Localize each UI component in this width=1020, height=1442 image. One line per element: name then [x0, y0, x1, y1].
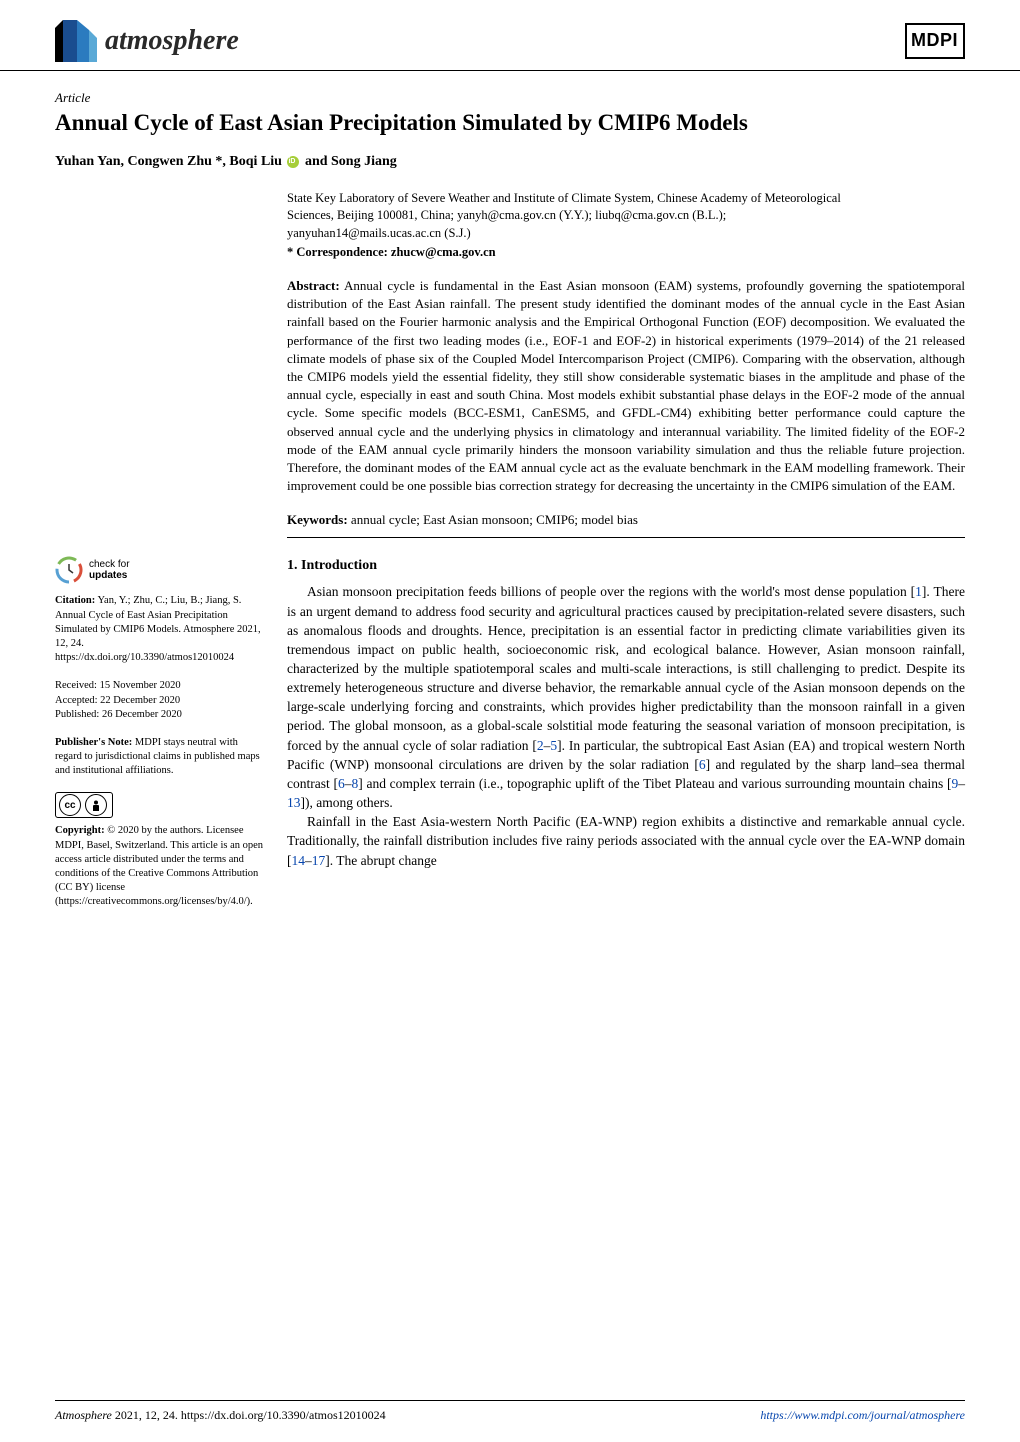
authors-after-orcid: and Song Jiang: [305, 154, 397, 169]
orcid-icon[interactable]: [287, 156, 299, 168]
footer-left-rest: 2021, 12, 24. https://dx.doi.org/10.3390…: [112, 1408, 386, 1422]
check-updates[interactable]: check for updates: [55, 556, 265, 584]
section-heading: 1. Introduction: [287, 556, 965, 576]
copyright-text: © 2020 by the authors. Licensee MDPI, Ba…: [55, 825, 263, 907]
citation-block: Citation: Yan, Y.; Zhu, C.; Liu, B.; Jia…: [55, 594, 265, 665]
article-title: Annual Cycle of East Asian Precipitation…: [55, 109, 965, 138]
affiliation-block: State Key Laboratory of Severe Weather a…: [287, 190, 965, 262]
page-header: atmosphere MDPI: [0, 0, 1020, 71]
intro-para-1: Asian monsoon precipitation feeds billio…: [287, 582, 965, 812]
dates-block: Received: 15 November 2020 Accepted: 22 …: [55, 679, 265, 722]
footer-left: Atmosphere 2021, 12, 24. https://dx.doi.…: [55, 1407, 386, 1424]
mdpi-logo: MDPI: [911, 23, 965, 58]
main-content: Article Annual Cycle of East Asian Preci…: [0, 89, 1020, 923]
cc-badge[interactable]: cc: [55, 792, 265, 818]
check-updates-text: check for updates: [89, 559, 130, 581]
copyright-label: Copyright:: [55, 825, 105, 836]
publishers-note-label: Publisher's Note:: [55, 737, 132, 748]
citation-link[interactable]: 2: [537, 738, 544, 753]
keywords-text: annual cycle; East Asian monsoon; CMIP6;…: [351, 512, 638, 527]
cc-icon: cc: [59, 794, 81, 816]
authors-before-orcid: Yuhan Yan, Congwen Zhu *, Boqi Liu: [55, 154, 282, 169]
keywords-label: Keywords:: [287, 512, 348, 527]
article-type: Article: [55, 89, 965, 107]
license-block: cc Copyright: © 2020 by the authors. Lic…: [55, 792, 265, 909]
check-updates-icon: [55, 556, 83, 584]
abstract-text: Annual cycle is fundamental in the East …: [287, 278, 965, 493]
abstract-block: Abstract: Annual cycle is fundamental in…: [287, 277, 965, 495]
journal-logo: atmosphere: [55, 20, 239, 62]
by-icon: [85, 794, 107, 816]
journal-name: atmosphere: [105, 21, 239, 60]
citation-link[interactable]: 6: [338, 776, 345, 791]
citation-link[interactable]: 13: [287, 795, 301, 810]
footer-journal: Atmosphere: [55, 1408, 112, 1422]
intro-para-2: Rainfall in the East Asia-western North …: [287, 812, 965, 869]
publishers-note-block: Publisher's Note: MDPI stays neutral wit…: [55, 736, 265, 779]
citation-link[interactable]: 14: [292, 853, 306, 868]
sidebar: check for updates Citation: Yan, Y.; Zhu…: [55, 556, 265, 923]
affiliation-line: yanyuhan14@mails.ucas.ac.cn (S.J.): [287, 225, 965, 242]
affiliation-line: Sciences, Beijing 100081, China; yanyh@c…: [287, 207, 965, 224]
footer-right[interactable]: https://www.mdpi.com/journal/atmosphere: [760, 1407, 965, 1424]
body-column: 1. Introduction Asian monsoon precipitat…: [287, 556, 965, 923]
abstract-label: Abstract:: [287, 278, 340, 293]
citation-link[interactable]: 6: [699, 757, 706, 772]
citation-link[interactable]: 17: [312, 853, 326, 868]
affiliation-line: State Key Laboratory of Severe Weather a…: [287, 190, 965, 207]
received-date: Received: 15 November 2020: [55, 679, 265, 693]
page-footer: Atmosphere 2021, 12, 24. https://dx.doi.…: [55, 1400, 965, 1424]
authors-line: Yuhan Yan, Congwen Zhu *, Boqi Liu and S…: [55, 152, 965, 172]
citation-link[interactable]: 1: [915, 584, 922, 599]
lower-columns: check for updates Citation: Yan, Y.; Zhu…: [55, 556, 965, 923]
published-date: Published: 26 December 2020: [55, 708, 265, 722]
keywords-block: Keywords: annual cycle; East Asian monso…: [287, 511, 965, 529]
accepted-date: Accepted: 22 December 2020: [55, 694, 265, 708]
correspondence: * Correspondence: zhucw@cma.gov.cn: [287, 245, 496, 259]
publisher-name: MDPI: [911, 30, 958, 50]
section-divider: [287, 537, 965, 538]
check-updates-line1: check for: [89, 559, 130, 570]
footer-url[interactable]: https://www.mdpi.com/journal/atmosphere: [760, 1408, 965, 1422]
atmosphere-logo-icon: [55, 20, 97, 62]
check-updates-line2: updates: [89, 570, 130, 581]
citation-label: Citation:: [55, 595, 95, 606]
